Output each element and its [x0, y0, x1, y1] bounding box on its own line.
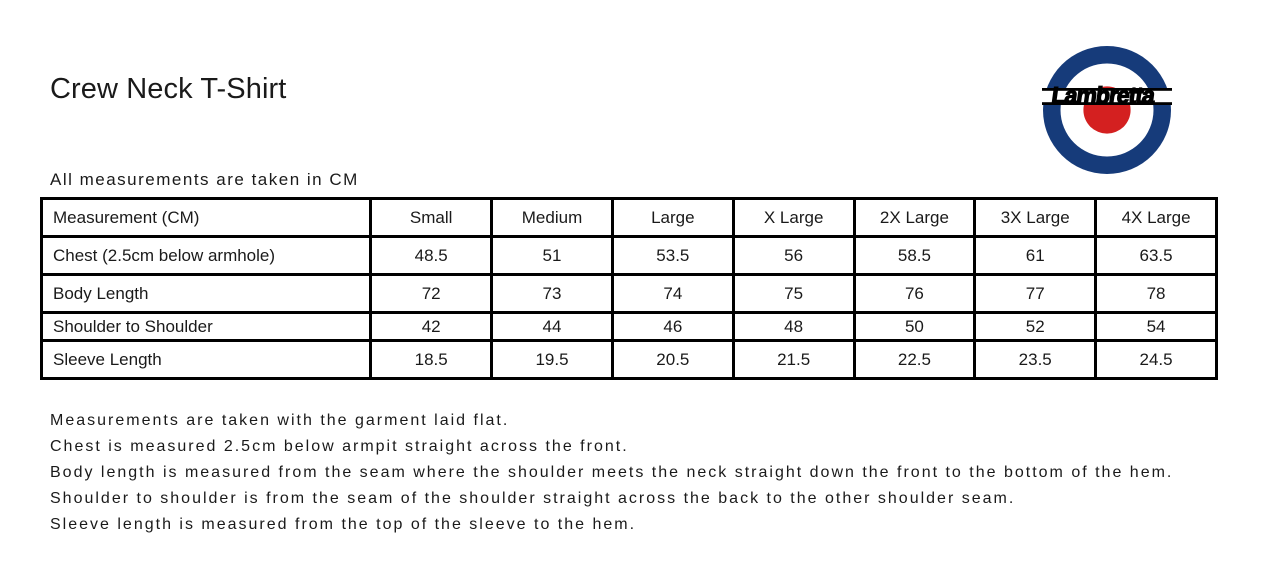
svg-text:Lambretta: Lambretta	[1050, 82, 1157, 108]
